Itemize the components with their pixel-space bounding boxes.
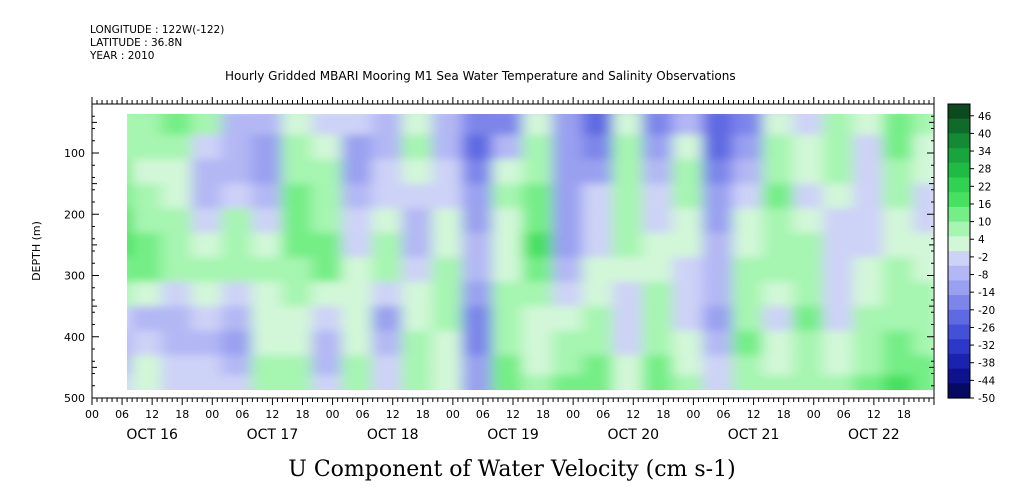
y-axis-label: DEPTH (m) [30, 221, 43, 281]
colorbar-label: -2 [978, 252, 988, 264]
colorbar-swatch [948, 280, 970, 296]
colorbar-swatch [948, 206, 970, 223]
heatmap-cell [912, 375, 933, 390]
x-day-label: OCT 16 [126, 427, 178, 443]
longitude-label: LONGITUDE : 122W(-122) [90, 24, 225, 36]
x-tick-label: 06 [356, 408, 370, 421]
x-tick-label: 12 [626, 408, 640, 421]
colorbar-swatch [948, 162, 970, 179]
x-tick-label: 00 [807, 408, 821, 421]
colorbar-label: 22 [978, 181, 991, 193]
y-tick-label: 500 [64, 392, 85, 405]
x-tick-label: 18 [175, 408, 189, 421]
colorbar-label: 40 [978, 128, 991, 140]
colorbar-label: 4 [978, 234, 985, 246]
colorbar-swatch [948, 353, 970, 370]
latitude-label: LATITUDE : 36.8N [90, 37, 183, 49]
colorbar: 46 40 34 28 22 16 10 4 -2 -8 -14 -20 -26 -32 -38 -44 -50 [947, 103, 995, 405]
x-tick-label: 18 [536, 408, 550, 421]
x-tick-label: 00 [205, 408, 219, 421]
year-label: YEAR : 2010 [90, 50, 155, 62]
colorbar-label: -44 [978, 375, 995, 387]
x-day-label: OCT 18 [367, 427, 419, 443]
colorbar-frame [947, 103, 971, 399]
x-tick-label: 06 [596, 408, 610, 421]
colorbar-label: -32 [978, 340, 995, 352]
colorbar-swatch [948, 265, 970, 281]
axes: 00 06 12 18 00 06 12 18 00 06 12 18 00 06 12 18 00 06 12 18… [64, 97, 935, 443]
heatmap-cells [127, 114, 933, 390]
x-tick-label: 18 [296, 408, 310, 421]
y-tick-label: 300 [64, 270, 85, 283]
x-day-label: OCT 20 [607, 427, 659, 443]
colorbar-label: -38 [978, 358, 995, 370]
x-day-label: OCT 19 [487, 427, 539, 443]
x-tick-label: 00 [326, 408, 340, 421]
y-tick-label: 400 [64, 331, 85, 344]
colorbar-swatch [948, 177, 970, 193]
colorbar-label: 46 [978, 111, 992, 123]
x-tick-label: 12 [265, 408, 279, 421]
colorbar-swatch [948, 383, 970, 399]
colorbar-swatch [948, 133, 970, 149]
x-tick-label: 12 [747, 408, 761, 421]
colorbar-swatch [948, 118, 970, 134]
x-tick-label: 12 [867, 408, 881, 421]
x-tick-label: 00 [686, 408, 700, 421]
colorbar-swatch [948, 221, 970, 237]
x-tick-label: 12 [145, 408, 159, 421]
colorbar-label: -50 [978, 393, 995, 405]
x-day-label: OCT 22 [848, 427, 900, 443]
x-tick-label: 06 [837, 408, 851, 421]
y-tick-label: 200 [64, 208, 85, 221]
x-tick-label: 12 [386, 408, 400, 421]
x-tick-label: 00 [566, 408, 580, 421]
x-tick-label: 06 [235, 408, 249, 421]
x-tick-label: 00 [85, 408, 99, 421]
chart-title: Hourly Gridded MBARI Mooring M1 Sea Wate… [225, 69, 736, 83]
x-tick-label: 00 [446, 408, 460, 421]
colorbar-label: 34 [978, 146, 992, 158]
x-tick-label: 18 [897, 408, 911, 421]
colorbar-label: 10 [978, 217, 991, 229]
x-tick-label: 06 [476, 408, 490, 421]
colorbar-label: -8 [978, 270, 988, 282]
colorbar-swatch [948, 192, 970, 208]
x-tick-label: 06 [115, 408, 129, 421]
x-tick-label: 18 [416, 408, 430, 421]
x-tick-label: 18 [777, 408, 791, 421]
colorbar-swatch [948, 339, 970, 355]
x-tick-label: 12 [506, 408, 520, 421]
colorbar-swatch [948, 309, 970, 326]
colorbar-swatch [948, 251, 970, 267]
x-tick-label: 06 [717, 408, 731, 421]
colorbar-label: -14 [978, 287, 995, 299]
colorbar-swatch [948, 295, 970, 311]
y-tick-label: 100 [64, 147, 85, 160]
colorbar-swatch [948, 368, 970, 384]
x-day-label: OCT 21 [728, 427, 780, 443]
x-day-label: OCT 17 [247, 427, 299, 443]
colorbar-label: -26 [978, 322, 995, 334]
colorbar-swatch [948, 148, 970, 164]
colorbar-swatch [948, 324, 970, 340]
colorbar-label: 28 [978, 164, 991, 176]
heatmap-blur-group [127, 114, 933, 390]
colorbar-label: -20 [978, 305, 995, 317]
colorbar-label: 16 [978, 199, 992, 211]
x-tick-label: 18 [656, 408, 670, 421]
x-axis-label: U Component of Water Velocity (cm s-1) [288, 457, 735, 482]
colorbar-swatch [948, 236, 970, 252]
colorbar-swatch [948, 104, 970, 120]
